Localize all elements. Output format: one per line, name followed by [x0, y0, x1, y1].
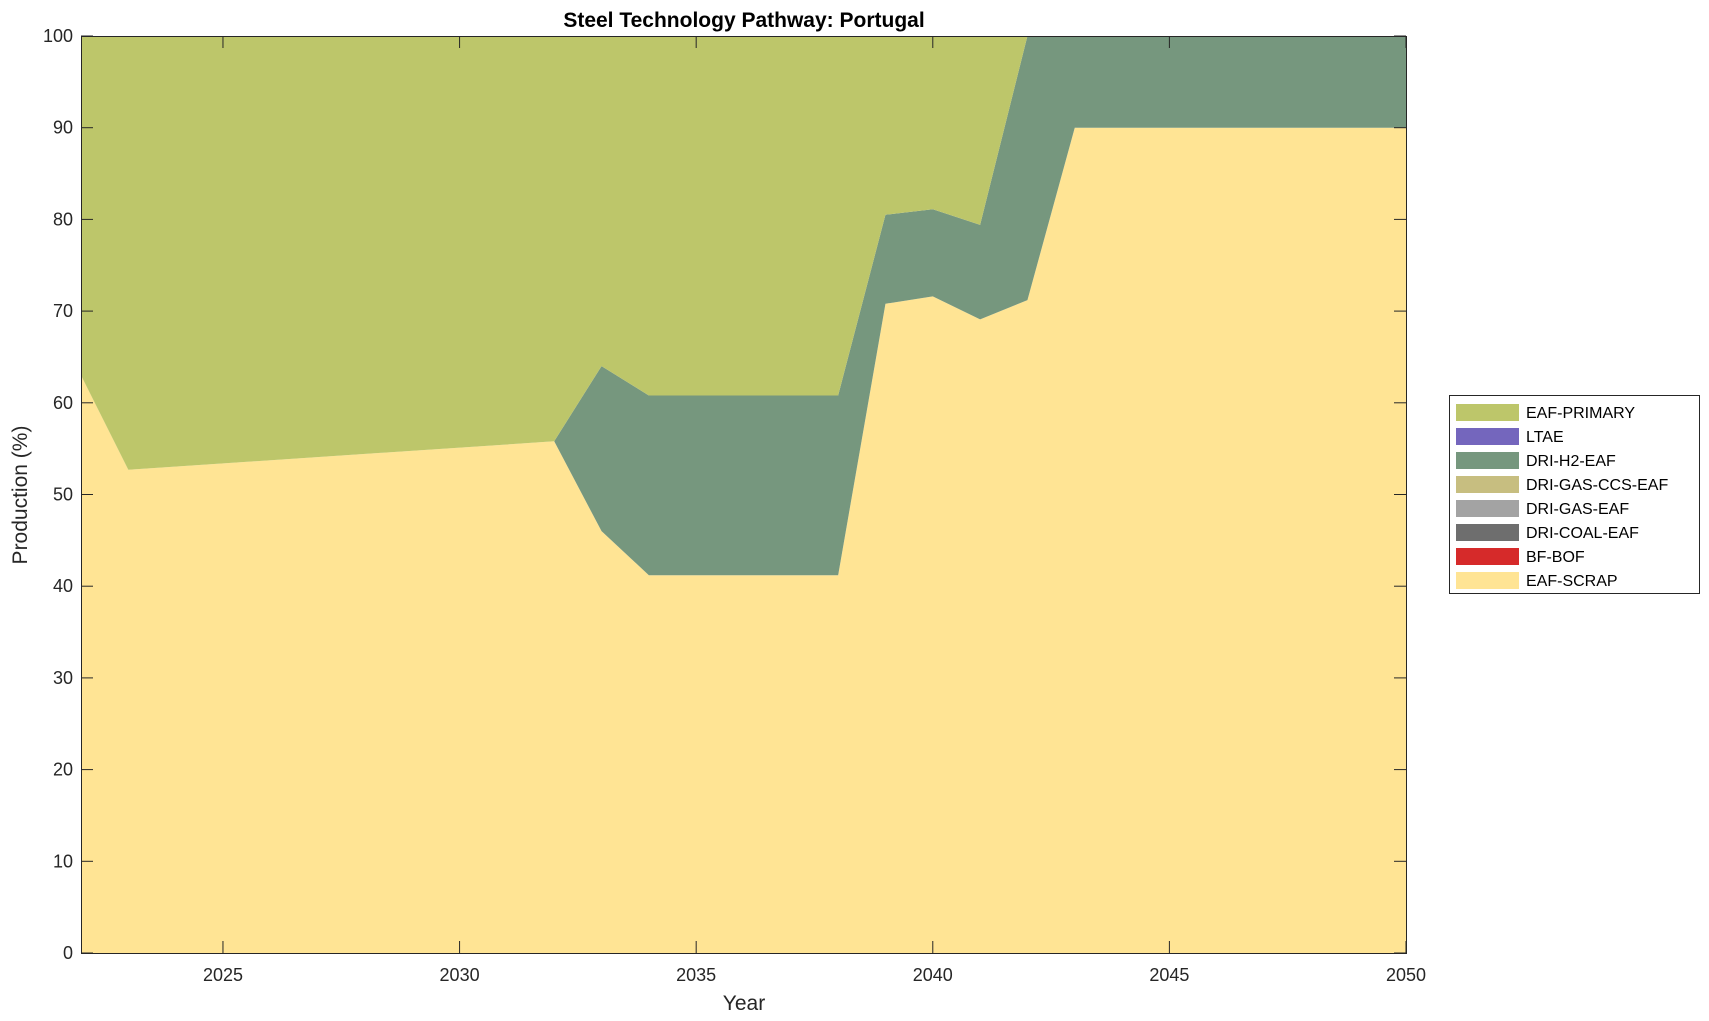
x-axis: 2025 2030 2035 2040 2045 2050 — [203, 36, 1426, 985]
legend-label-eaf-scrap: EAF-SCRAP — [1526, 573, 1618, 590]
y-tick-label: 50 — [53, 485, 73, 505]
legend-label-dri-gas-eaf: DRI-GAS-EAF — [1526, 501, 1629, 518]
legend-swatch-eaf-scrap — [1456, 572, 1519, 589]
legend-swatch-dri-coal-eaf — [1456, 524, 1519, 541]
x-tick-label: 2050 — [1386, 965, 1426, 985]
y-tick-label: 70 — [53, 301, 73, 321]
x-tick-label: 2030 — [440, 965, 480, 985]
legend-swatch-dri-gas-ccs-eaf — [1456, 476, 1519, 493]
y-tick-label: 20 — [53, 760, 73, 780]
legend-label-bf-bof: BF-BOF — [1526, 549, 1585, 566]
area-eaf-primary — [81, 36, 1406, 470]
y-tick-label: 0 — [63, 943, 73, 963]
legend-label-ltae: LTAE — [1526, 429, 1564, 446]
area-series-group — [81, 36, 1406, 953]
x-tick-label: 2045 — [1149, 965, 1189, 985]
x-tick-label: 2025 — [203, 965, 243, 985]
y-tick-label: 40 — [53, 576, 73, 596]
legend-swatch-dri-h2-eaf — [1456, 452, 1519, 469]
legend-label-dri-coal-eaf: DRI-COAL-EAF — [1526, 525, 1639, 542]
x-tick-label: 2035 — [676, 965, 716, 985]
legend-swatch-eaf-primary — [1456, 404, 1519, 421]
y-axis: 0 10 20 30 40 50 60 70 80 90 100 — [43, 26, 1406, 963]
legend: EAF-PRIMARY LTAE DRI-H2-EAF DRI-GAS-CCS-EAF… — [1449, 395, 1700, 594]
y-tick-label: 30 — [53, 668, 73, 688]
legend-swatch-ltae — [1456, 428, 1519, 445]
legend-swatch-bf-bof — [1456, 548, 1519, 565]
y-tick-label: 60 — [53, 393, 73, 413]
x-tick-label: 2040 — [913, 965, 953, 985]
area-dri-h2-eaf — [81, 36, 1406, 576]
legend-swatch-dri-gas-eaf — [1456, 500, 1519, 517]
area-eaf-scrap — [81, 127, 1406, 953]
legend-label-eaf-primary: EAF-PRIMARY — [1526, 405, 1635, 422]
y-tick-label: 100 — [43, 26, 73, 46]
y-tick-label: 80 — [53, 209, 73, 229]
x-axis-label: Year — [723, 992, 765, 1015]
legend-label-dri-gas-ccs-eaf: DRI-GAS-CCS-EAF — [1526, 477, 1668, 494]
y-tick-label: 90 — [53, 118, 73, 138]
y-tick-label: 10 — [53, 851, 73, 871]
legend-label-dri-h2-eaf: DRI-H2-EAF — [1526, 453, 1616, 470]
chart-title: Steel Technology Pathway: Portugal — [563, 9, 924, 32]
y-axis-label: Production (%) — [9, 426, 32, 565]
